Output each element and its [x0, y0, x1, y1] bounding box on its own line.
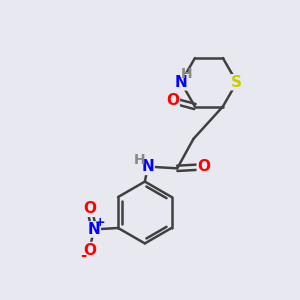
- Text: O: O: [83, 242, 96, 257]
- Text: O: O: [83, 201, 96, 216]
- Text: -: -: [80, 248, 86, 263]
- Text: +: +: [95, 217, 106, 230]
- Text: O: O: [197, 159, 210, 174]
- Text: H: H: [134, 153, 146, 167]
- Text: N: N: [88, 222, 100, 237]
- Text: S: S: [231, 75, 242, 90]
- Text: N: N: [141, 159, 154, 174]
- Text: N: N: [175, 75, 187, 90]
- Text: O: O: [166, 93, 179, 108]
- Text: H: H: [180, 67, 192, 81]
